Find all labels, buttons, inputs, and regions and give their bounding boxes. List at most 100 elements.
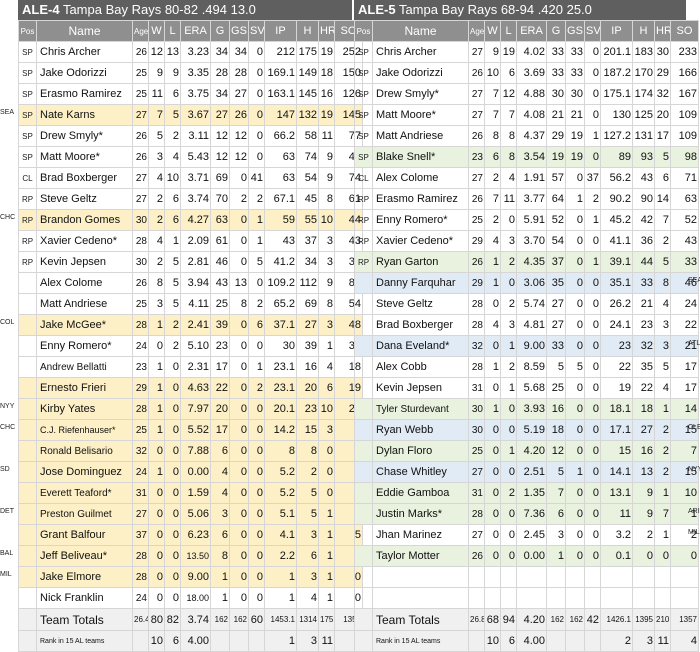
games-cell: 25: [210, 293, 230, 315]
player-name: Brandon Gomes: [36, 209, 133, 231]
player-row[interactable]: RP Enny Romero* 25 2 0 5.91 52 0 1 45.2 42 7 52: [354, 209, 699, 231]
player-row[interactable]: Kevin Jepsen 31 0 1 5.68 25 0 0 19 22 4 17: [354, 377, 699, 399]
column-header[interactable]: GS: [229, 20, 249, 42]
column-header[interactable]: SV: [248, 20, 265, 42]
losses-cell: 6: [164, 209, 181, 231]
player-row[interactable]: RP Erasmo Ramirez 26 7 11 3.77 64 1 2 90.2 90 14 63: [354, 188, 699, 210]
player-row[interactable]: Justin Marks* 28 0 0 7.36 6 0 0 11 9 7 1: [354, 503, 699, 525]
position-cell: RP: [354, 209, 373, 231]
column-header[interactable]: H: [296, 20, 319, 42]
player-row[interactable]: Jhan Marinez 27 0 0 2.45 3 0 0 3.2 2 1 2: [354, 524, 699, 546]
player-row[interactable]: Steve Geltz 28 0 2 5.74 27 0 0 26.2 21 4 24: [354, 293, 699, 315]
player-row[interactable]: SP Chris Archer 27 9 19 4.02 33 33 0 201.1 183 30 23…: [354, 41, 699, 63]
player-row[interactable]: Nick Franklin 24 0 0 18.00 1 0 0 1 4 1 0: [18, 587, 363, 609]
player-row[interactable]: RP Xavier Cedeno* 29 4 3 3.70 54 0 0 41.1 36 2 43: [354, 230, 699, 252]
era-cell: [516, 587, 547, 609]
player-row[interactable]: SP Jake Odorizzi 26 10 6 3.69 33 33 0 187.2 170 29 1…: [354, 62, 699, 84]
player-row[interactable]: Matt Andriese 25 3 5 4.11 25 8 2 65.2 69 8 54: [18, 293, 363, 315]
column-header[interactable]: Pos: [18, 20, 37, 42]
column-header[interactable]: HR: [654, 20, 671, 42]
column-header[interactable]: ERA: [516, 20, 547, 42]
player-row[interactable]: SP Erasmo Ramirez 25 11 6 3.75 34 27 0 163.1 145 16…: [18, 83, 363, 105]
column-header[interactable]: Pos: [354, 20, 373, 42]
player-row[interactable]: SP Drew Smyly* 26 5 2 3.11 12 12 0 66.2 58 11 77: [18, 125, 363, 147]
column-header[interactable]: IP: [264, 20, 297, 42]
column-header[interactable]: Name: [372, 20, 469, 42]
player-name: Matt Andriese: [372, 125, 469, 147]
position-cell: [354, 524, 373, 546]
column-header[interactable]: ERA: [180, 20, 211, 42]
player-row[interactable]: SP Nate Karns 27 7 5 3.67 27 26 0 147 132 19 145: [18, 104, 363, 126]
column-header[interactable]: H: [632, 20, 655, 42]
player-row[interactable]: RP Ryan Garton 26 1 2 4.35 37 0 1 39.1 44 5 33: [354, 251, 699, 273]
player-row[interactable]: SP Matt Andriese 26 8 8 4.37 29 19 1 127.2 131 17 10…: [354, 125, 699, 147]
player-row[interactable]: RP Brandon Gomes 30 2 6 4.27 63 0 1 59 55 10 44: [18, 209, 363, 231]
games-started-cell: 1: [565, 461, 585, 483]
strikeouts-cell: 10: [670, 482, 699, 504]
column-header[interactable]: IP: [600, 20, 633, 42]
player-row[interactable]: Danny Farquhar 29 1 0 3.06 35 0 0 35.1 33 8 46: [354, 272, 699, 294]
column-header[interactable]: G: [210, 20, 230, 42]
player-row[interactable]: Alex Cobb 28 1 2 8.59 5 5 0 22 35 5 17: [354, 356, 699, 378]
column-header[interactable]: Name: [36, 20, 133, 42]
wins-cell: 0: [148, 566, 165, 588]
column-header[interactable]: L: [500, 20, 517, 42]
column-header[interactable]: HR: [318, 20, 335, 42]
homeruns-cell: 1: [318, 503, 335, 525]
player-row[interactable]: SP Blake Snell* 23 6 8 3.54 19 19 0 89 93 5 98: [354, 146, 699, 168]
player-row[interactable]: Jake McGee* 28 1 2 2.41 39 0 6 37.1 27 3 48: [18, 314, 363, 336]
saves-cell: 0: [248, 104, 265, 126]
player-row[interactable]: Dylan Floro 25 0 1 4.20 12 0 0 15 16 2 7: [354, 440, 699, 462]
games-started-cell: 0: [565, 377, 585, 399]
position-cell: SP: [354, 146, 373, 168]
losses-cell: 2: [500, 482, 517, 504]
column-header[interactable]: Age: [132, 20, 149, 42]
player-row[interactable]: SP Jake Odorizzi 25 9 9 3.35 28 28 0 169.1 149 18 15…: [18, 62, 363, 84]
column-header[interactable]: SO: [670, 20, 699, 42]
column-header[interactable]: W: [148, 20, 165, 42]
player-row[interactable]: Brad Boxberger 28 4 3 4.81 27 0 0 24.1 23 3 22: [354, 314, 699, 336]
player-row[interactable]: Jake Elmore 28 0 0 9.00 1 0 0 1 3 1 0: [18, 566, 363, 588]
column-header[interactable]: GS: [565, 20, 585, 42]
player-row[interactable]: Ryan Webb 30 0 0 5.19 18 0 0 17.1 27 2 15: [354, 419, 699, 441]
hits-cell: 43: [632, 167, 655, 189]
player-row[interactable]: RP Xavier Cedeno* 28 4 1 2.09 61 0 1 43 37 3 43: [18, 230, 363, 252]
player-row[interactable]: [354, 566, 699, 588]
age-cell: 26: [132, 125, 149, 147]
column-header[interactable]: SV: [584, 20, 601, 42]
player-row[interactable]: Ernesto Frieri 29 1 0 4.63 22 0 2 23.1 20 6 19: [18, 377, 363, 399]
column-header[interactable]: W: [484, 20, 501, 42]
column-header[interactable]: L: [164, 20, 181, 42]
player-row[interactable]: CL Brad Boxberger 27 4 10 3.71 69 0 41 63 54 9 74: [18, 167, 363, 189]
player-row[interactable]: [354, 587, 699, 609]
player-row[interactable]: SP Chris Archer 26 12 13 3.23 34 34 0 212 175 19 252: [18, 41, 363, 63]
player-row[interactable]: Andrew Bellatti 23 1 0 2.31 17 0 1 23.1 16 4 18: [18, 356, 363, 378]
games-cell: 54: [546, 230, 566, 252]
player-row[interactable]: SP Matt Moore* 27 7 7 4.08 21 21 0 130 125 20 109: [354, 104, 699, 126]
player-row[interactable]: Taylor Motter 26 0 0 0.00 1 0 0 0.1 0 0 0: [354, 545, 699, 567]
column-header[interactable]: Age: [468, 20, 485, 42]
homeruns-cell: 14: [654, 188, 671, 210]
player-row[interactable]: Eddie Gamboa 31 0 2 1.35 7 0 0 13.1 9 1 10: [354, 482, 699, 504]
player-row[interactable]: CL Alex Colome 27 2 4 1.91 57 0 37 56.2 43 6 71: [354, 167, 699, 189]
player-row[interactable]: Tyler Sturdevant 30 1 0 3.93 16 0 0 18.1 18 1 14: [354, 398, 699, 420]
player-row[interactable]: SP Drew Smyly* 27 7 12 4.88 30 30 0 175.1 174 32 167: [354, 83, 699, 105]
column-header[interactable]: G: [546, 20, 566, 42]
player-row[interactable]: Grant Balfour 37 0 0 6.23 6 0 0 4.1 3 1 5: [18, 524, 363, 546]
age-cell: 27: [468, 524, 485, 546]
player-row[interactable]: RP Steve Geltz 27 2 6 3.74 70 2 2 67.1 45 8 61: [18, 188, 363, 210]
hits-cell: 90: [632, 188, 655, 210]
player-row[interactable]: Chase Whitley 27 0 0 2.51 5 1 0 14.1 13 2 15: [354, 461, 699, 483]
player-row[interactable]: Dana Eveland* 32 0 1 9.00 33 0 0 23 32 3 21: [354, 335, 699, 357]
